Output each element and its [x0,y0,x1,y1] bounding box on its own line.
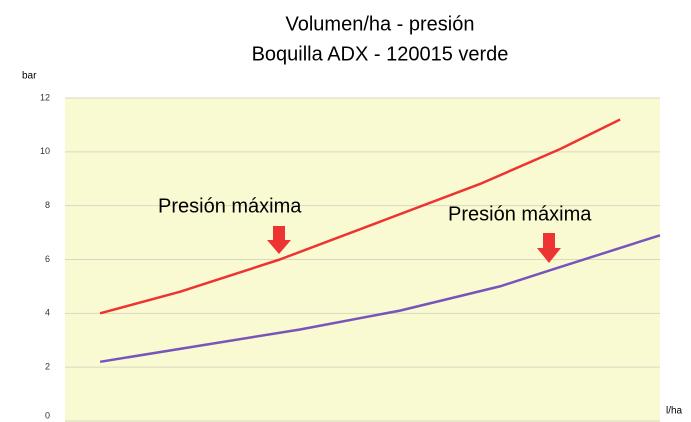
lines [99,118,661,364]
arrow [537,233,561,263]
y-axis-label: bar [22,71,37,82]
chart-title: Boquilla ADX - 120015 verde [252,43,509,65]
y-tick-label: 6 [45,254,50,264]
chart-title: Volumen/ha - presión [285,13,474,35]
series-line [99,234,661,364]
y-tick-label: 4 [45,308,50,318]
series-line [99,118,621,315]
y-tick-label: 8 [45,200,50,210]
annotation: Presión máxima [158,195,302,217]
annotation: Presión máxima [448,203,592,225]
grid [65,97,660,422]
y-tick-label: 12 [40,92,50,102]
y-tick-label: 2 [45,362,50,372]
x-axis-label: l/ha [666,406,683,417]
y-tick-label: 0 [45,410,50,420]
y-tick-label: 10 [40,146,50,156]
arrow [267,226,291,254]
